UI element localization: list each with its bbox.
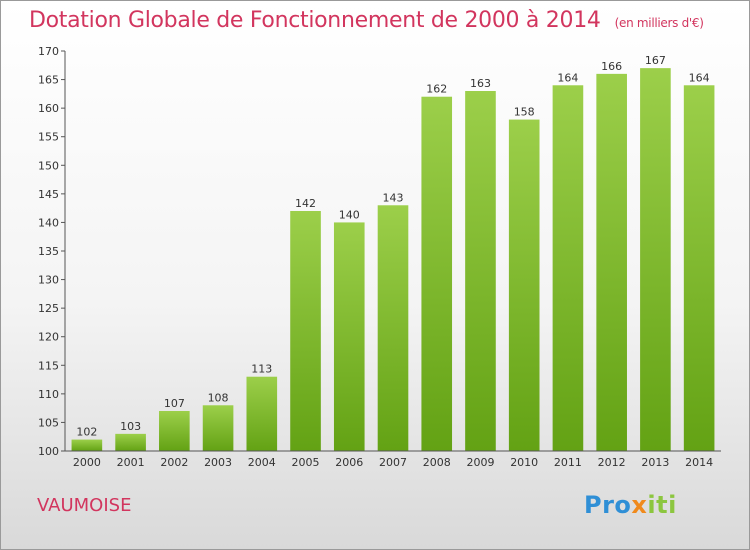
- x-tick-label: 2009: [466, 456, 494, 469]
- y-tick-label: 115: [38, 359, 59, 372]
- bar: [71, 439, 103, 451]
- bar-value-label: 142: [295, 197, 316, 210]
- bar: [465, 91, 496, 451]
- x-tick-label: 2006: [335, 456, 363, 469]
- y-tick-label: 120: [38, 331, 59, 344]
- bar: [596, 73, 627, 451]
- x-tick-label: 2007: [379, 456, 407, 469]
- bar: [333, 222, 365, 451]
- y-tick-label: 155: [38, 131, 59, 144]
- bar-value-label: 140: [339, 208, 360, 221]
- bar-value-label: 102: [76, 426, 97, 439]
- bar-value-label: 163: [470, 77, 491, 90]
- bar: [683, 85, 715, 452]
- x-tick-label: 2014: [685, 456, 713, 469]
- x-tick-label: 2004: [248, 456, 276, 469]
- logo-part-1: Pro: [584, 491, 632, 519]
- bar: [508, 119, 540, 452]
- bar: [377, 205, 409, 451]
- bar: [159, 411, 190, 451]
- bar: [115, 433, 146, 451]
- bar: [246, 376, 278, 451]
- y-tick-label: 165: [38, 74, 59, 87]
- x-tick-label: 2012: [598, 456, 626, 469]
- y-tick-label: 100: [38, 445, 59, 458]
- logo-part-2: x: [631, 491, 648, 519]
- y-tick-label: 140: [38, 216, 59, 229]
- commune-name: VAUMOISE: [37, 495, 132, 516]
- y-tick-label: 145: [38, 188, 59, 201]
- unit-note: (en milliers d'€): [614, 16, 704, 30]
- y-tick-label: 130: [38, 274, 59, 287]
- y-tick-label: 110: [38, 388, 59, 401]
- bar-value-label: 113: [251, 363, 272, 376]
- bar-value-label: 167: [645, 54, 666, 67]
- chart-title-text: Dotation Globale de Fonctionnement de 20…: [29, 8, 601, 33]
- y-tick-label: 150: [38, 159, 59, 172]
- x-axis: 2000 2001 2002 2003 2004 2005 2006 2007 2008 2009…: [65, 450, 721, 469]
- x-tick-label: 2003: [204, 456, 232, 469]
- y-tick-label: 135: [38, 245, 59, 258]
- bar-value-label: 107: [164, 397, 185, 410]
- y-tick-label: 160: [38, 102, 59, 115]
- y-tick-label: 170: [38, 45, 59, 58]
- bar-value-label: 158: [514, 106, 535, 119]
- bar-value-label: 164: [689, 71, 710, 84]
- bar-value-label: 143: [383, 191, 404, 204]
- x-tick-label: 2010: [510, 456, 538, 469]
- bars: 102 103 107 108 113 142 140 143 162 163 158 164 166 1…: [71, 54, 715, 452]
- bar: [202, 405, 234, 451]
- bar-value-label: 164: [557, 71, 578, 84]
- x-tick-label: 2013: [641, 456, 669, 469]
- bar: [640, 68, 671, 452]
- y-tick-label: 105: [38, 416, 59, 429]
- x-tick-label: 2005: [292, 456, 320, 469]
- x-tick-label: 2002: [160, 456, 188, 469]
- bar-value-label: 108: [208, 391, 229, 404]
- bar: [421, 96, 453, 451]
- x-tick-label: 2000: [73, 456, 101, 469]
- bar-value-label: 166: [601, 60, 622, 73]
- x-tick-label: 2001: [117, 456, 145, 469]
- bar-value-label: 162: [426, 83, 447, 96]
- logo-part-3: iti: [647, 491, 677, 519]
- y-tick-label: 125: [38, 302, 59, 315]
- chart-title: Dotation Globale de Fonctionnement de 20…: [29, 8, 704, 33]
- x-tick-label: 2008: [423, 456, 451, 469]
- x-tick-label: 2011: [554, 456, 582, 469]
- proxiti-logo: Proxiti: [584, 491, 677, 519]
- bar-value-label: 103: [120, 420, 141, 433]
- bar: [552, 85, 584, 452]
- y-axis: 100 105 110 115 120 125 130 135 140 145 150 155 160 1…: [38, 45, 66, 458]
- bar: [290, 211, 321, 451]
